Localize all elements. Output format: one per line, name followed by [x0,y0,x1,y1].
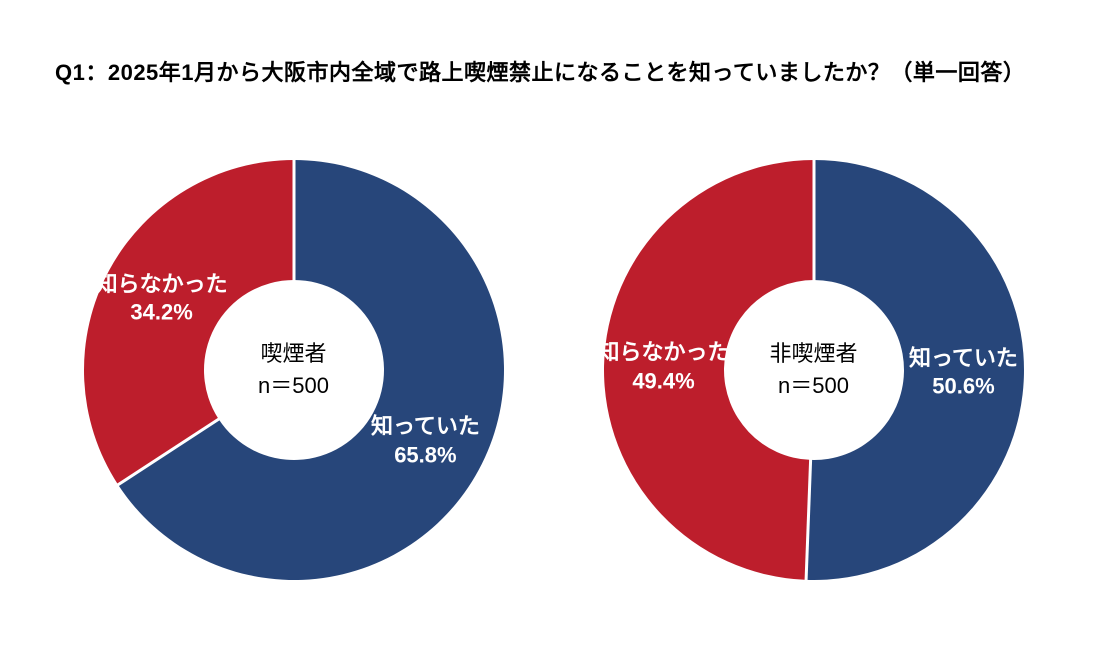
charts-row: 喫煙者 n＝500 知っていた 65.8% 知らなかった 34.2% 非喫煙者 … [0,120,1107,620]
donut-chart-smokers: 喫煙者 n＝500 知っていた 65.8% 知らなかった 34.2% [64,140,524,600]
donut-chart-nonsmokers: 非喫煙者 n＝500 知っていた 50.6% 知らなかった 49.4% [584,140,1044,600]
center-line1: 喫煙者 [260,341,326,366]
donut-slice [83,160,293,485]
center-line2: n＝500 [258,373,329,398]
donut-center-label-nonsmokers: 非喫煙者 n＝500 [769,338,857,402]
page: Q1：2025年1月から大阪市内全域で路上喫煙禁止になることを知っていましたか？… [0,0,1107,655]
page-title: Q1：2025年1月から大阪市内全域で路上喫煙禁止になることを知っていましたか？… [55,55,1025,87]
donut-center-label-smokers: 喫煙者 n＝500 [258,338,329,402]
center-line2: n＝500 [778,373,849,398]
center-line1: 非喫煙者 [769,341,857,366]
